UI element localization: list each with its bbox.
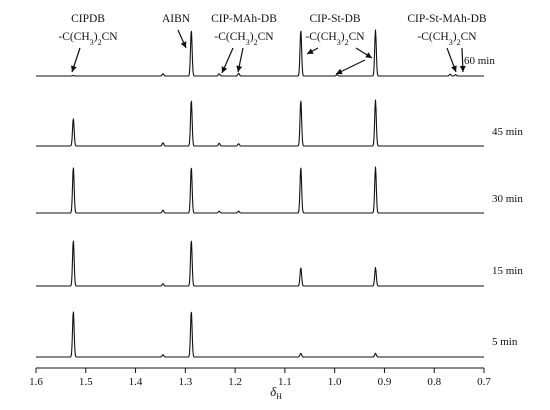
spectrum-60-min <box>35 29 485 77</box>
spectrum-15-min <box>35 240 485 287</box>
x-axis-label: δH <box>270 384 282 401</box>
arrow-head <box>71 65 77 72</box>
arrow-head <box>336 68 343 75</box>
x-tick-label: 0.8 <box>427 376 441 388</box>
x-axis-label-main: δ <box>270 384 277 399</box>
arrow-head <box>451 65 457 72</box>
trace-line <box>35 166 485 214</box>
trace-line <box>35 29 485 77</box>
x-tick-label: 1.5 <box>79 376 93 388</box>
annotation-formula: -C(CH3)2CN <box>417 31 477 47</box>
x-axis: 1.6 1.5 1.4 1.3 1.2 1.1 1.0 0.9 0.8 0.7 <box>29 367 491 388</box>
arrow-head <box>307 48 314 54</box>
annotation-formula: -C(CH3)2CN <box>58 31 118 47</box>
trace-line <box>35 311 485 358</box>
annotation-title: CIP-St-DB <box>309 13 360 25</box>
annotation-title: CIP-St-MAh-DB <box>407 13 487 25</box>
x-tick-label: 1.0 <box>328 376 342 388</box>
annotation-cip-st-mah-db: CIP-St-MAh-DB -C(CH3)2CN <box>407 13 487 73</box>
x-tick-label: 1.1 <box>278 376 292 388</box>
time-label: 30 min <box>492 193 523 205</box>
annotation-cip-mah-db: CIP-MAh-DB -C(CH3)2CN <box>211 13 277 74</box>
arrow-head <box>236 65 243 72</box>
spectrum-5-min <box>35 311 485 358</box>
x-tick-label: 1.4 <box>129 376 143 388</box>
time-label: 45 min <box>492 126 523 138</box>
spectrum-30-min <box>35 166 485 214</box>
x-tick-label: 1.6 <box>29 376 43 388</box>
annotation-cipdb: CIPDB -C(CH3)2CN <box>58 13 118 73</box>
x-tick-label: 0.9 <box>378 376 392 388</box>
annotation-cip-st-db: CIP-St-DB -C(CH3)2CN <box>305 13 373 75</box>
annotation-title: AIBN <box>162 13 191 25</box>
arrow-head <box>365 52 372 58</box>
spectrum-45-min <box>35 99 485 147</box>
annotation-formula: -C(CH3)2CN <box>214 31 274 47</box>
x-tick-label: 0.7 <box>477 376 491 388</box>
x-tick-label: 1.2 <box>228 376 242 388</box>
arrow-head <box>459 65 466 72</box>
annotation-formula: -C(CH3)2CN <box>305 31 365 47</box>
time-label: 5 min <box>492 336 518 348</box>
x-axis-label-sub: H <box>276 392 282 401</box>
annotation-aibn: AIBN <box>162 13 191 49</box>
annotation-title: CIP-MAh-DB <box>211 13 277 25</box>
x-tick-label: 1.3 <box>178 376 192 388</box>
time-label: 15 min <box>492 265 523 277</box>
trace-line <box>35 240 485 287</box>
time-label: 60 min <box>464 55 495 67</box>
annotation-title: CIPDB <box>71 13 105 25</box>
arrow-head <box>180 41 187 48</box>
trace-line <box>35 99 485 147</box>
time-labels: 60 min 45 min 30 min 15 min 5 min <box>464 55 523 348</box>
arrow-head <box>221 66 228 73</box>
spectra-traces <box>35 29 485 358</box>
